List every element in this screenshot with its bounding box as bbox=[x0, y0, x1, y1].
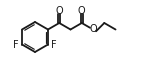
Text: O: O bbox=[78, 5, 86, 16]
Text: O: O bbox=[55, 5, 63, 16]
Text: F: F bbox=[51, 40, 57, 50]
Text: F: F bbox=[13, 40, 19, 50]
Text: O: O bbox=[89, 25, 97, 34]
